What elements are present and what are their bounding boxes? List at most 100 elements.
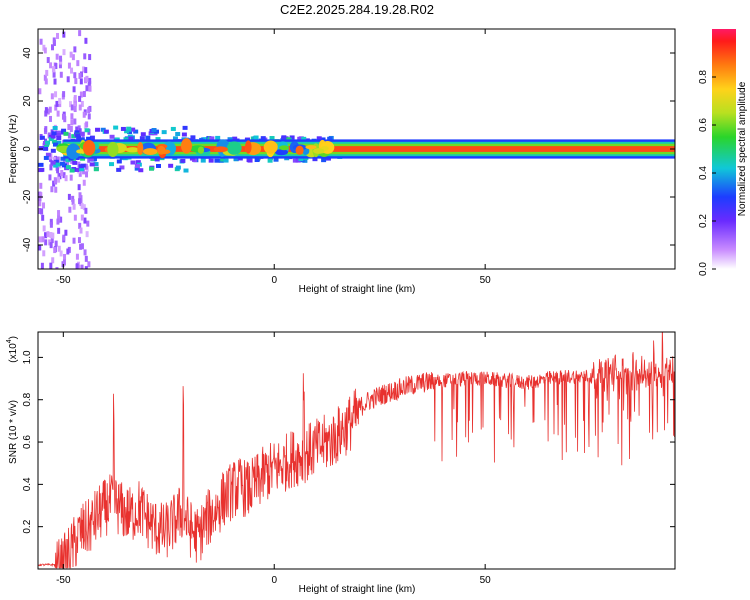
spectrogram-noise-cell: [46, 108, 50, 115]
spectrogram-noise-cell: [49, 262, 53, 269]
spectrogram-spread-cell: [79, 167, 85, 172]
spectrogram-noise-cell: [82, 179, 86, 186]
spectrogram-spread-cell: [71, 134, 77, 139]
spectrogram-spread-cell: [43, 155, 49, 160]
spectrogram-noise-cell: [38, 236, 42, 243]
chart-title: C2E2.2025.284.19.28.R02: [280, 2, 434, 17]
spectrogram-noise-cell: [71, 195, 75, 202]
spectrogram-noise-cell: [52, 37, 56, 44]
spectrogram-noise-cell: [44, 110, 48, 117]
spectrogram-spread-cell: [190, 135, 196, 140]
spectrogram-noise-cell: [55, 267, 59, 269]
spectrogram-noise-cell: [78, 30, 82, 37]
spectrogram-spread-cell: [208, 158, 214, 163]
spectrogram-spread-cell: [253, 135, 259, 140]
spectrogram-blob: [142, 148, 158, 155]
spectrogram-blob: [66, 143, 81, 160]
spectrogram-spread-cell: [267, 158, 273, 163]
spectrogram-noise-cell: [86, 220, 90, 227]
spectrogram-noise-cell: [41, 214, 45, 221]
spectrogram-noise-cell: [80, 100, 84, 107]
spectrogram-spread-cell: [285, 137, 291, 142]
y-tick-label: 0.8: [22, 392, 33, 406]
spectrogram-noise-cell: [61, 113, 65, 120]
spectrogram-spread-cell: [45, 140, 51, 145]
y-tick-label: -20: [22, 189, 33, 204]
spectrogram-spread-cell: [51, 139, 57, 144]
spectrogram-noise-cell: [57, 245, 61, 252]
spectrogram-noise-cell: [82, 66, 86, 73]
spectrogram-noise-cell: [54, 63, 58, 70]
spectrogram-spread-cell: [56, 133, 62, 138]
spectrogram-noise-cell: [70, 113, 74, 120]
spectrogram-x-label: Height of straight line (km): [299, 284, 416, 295]
spectrogram-spread-cell: [182, 125, 188, 130]
spectrogram-blob: [274, 149, 289, 156]
colorbar-tick-label: 0.6: [698, 118, 709, 132]
snr-multiplier-suffix: ): [8, 336, 19, 339]
spectrogram-noise-cell: [85, 121, 89, 128]
spectrogram-noise-cell: [70, 67, 74, 74]
spectrogram-noise-cell: [53, 78, 57, 85]
spectrogram-noise-cell: [42, 250, 46, 257]
spectrogram-noise-cell: [75, 126, 79, 133]
spectrogram-noise-cell: [52, 71, 56, 78]
spectrogram-noise-cell: [82, 111, 86, 118]
spectrogram-spread-cell: [130, 127, 136, 132]
spectrogram-spread-cell: [119, 165, 125, 170]
spectrogram-spread-cell: [130, 160, 136, 165]
spectrogram-blob: [82, 140, 96, 156]
spectrogram-blob: [213, 146, 228, 153]
spectrogram-noise-cell: [59, 71, 63, 78]
spectrogram-noise-cell: [78, 72, 82, 79]
spectrogram-spread-cell: [138, 168, 144, 173]
spectrogram-noise-cell: [43, 74, 47, 81]
spectrogram-noise-cell: [50, 93, 54, 100]
spectrogram-spread-cell: [149, 166, 155, 171]
spectrogram-spread-cell: [316, 136, 322, 141]
snr-frame: [37, 331, 676, 570]
spectrogram-spread-cell: [214, 158, 220, 163]
spectrogram-spread-cell: [56, 136, 62, 141]
spectrogram-noise-cell: [73, 214, 77, 221]
spectrogram-noise-cell: [84, 67, 88, 74]
spectrogram-noise-cell: [44, 126, 48, 133]
snr-multiplier: (x104): [6, 336, 19, 363]
spectrogram-spread-cell: [327, 136, 333, 141]
spectrogram-noise-cell: [54, 91, 58, 98]
spectrogram-noise-cell: [83, 53, 87, 60]
spectrogram-spread-cell: [86, 136, 92, 141]
colorbar-label: Normalized spectral amplitude: [737, 81, 748, 216]
spectrogram-noise-cell: [39, 38, 43, 45]
spectrogram-spread-cell: [48, 137, 54, 142]
spectrogram-noise-cell: [78, 104, 82, 111]
spectrogram-noise-cell: [72, 86, 76, 93]
spectrogram-noise-cell: [46, 57, 50, 64]
spectrogram-spread-cell: [133, 129, 139, 134]
spectrogram-noise-cell: [80, 202, 84, 209]
spectrogram-cells: [38, 30, 675, 269]
spectrogram-noise-cell: [66, 248, 70, 255]
spectrogram-noise-cell: [67, 132, 71, 139]
spectrogram-noise-cell: [58, 101, 62, 108]
spectrogram-spread-cell: [151, 128, 157, 133]
snr-multiplier-exp: 4: [6, 339, 13, 343]
spectrogram-noise-cell: [77, 264, 81, 269]
snr-series-line: [38, 332, 675, 569]
spectrogram-noise-cell: [71, 198, 75, 205]
spectrogram-spread-cell: [223, 158, 229, 163]
spectrogram-spread-cell: [53, 163, 59, 168]
spectrogram-noise-cell: [62, 91, 66, 98]
spectrogram-noise-cell: [49, 242, 53, 249]
spectrogram-noise-cell: [56, 32, 60, 39]
spectrogram-noise-cell: [88, 54, 92, 61]
spectrogram-spread-cell: [126, 126, 132, 131]
spectrogram-spread-cell: [302, 158, 308, 163]
spectrogram-spread-cell: [116, 159, 122, 164]
spectrogram-noise-cell: [78, 95, 82, 102]
spectrogram-spread-cell: [56, 140, 62, 145]
snr-y-ticks: 0.2 0.4 0.6 0.8 1.0: [22, 350, 675, 534]
spectrogram-spread-cell: [269, 136, 275, 141]
spectrogram-noise-cell: [70, 157, 74, 164]
spectrogram-noise-cell: [73, 72, 77, 79]
